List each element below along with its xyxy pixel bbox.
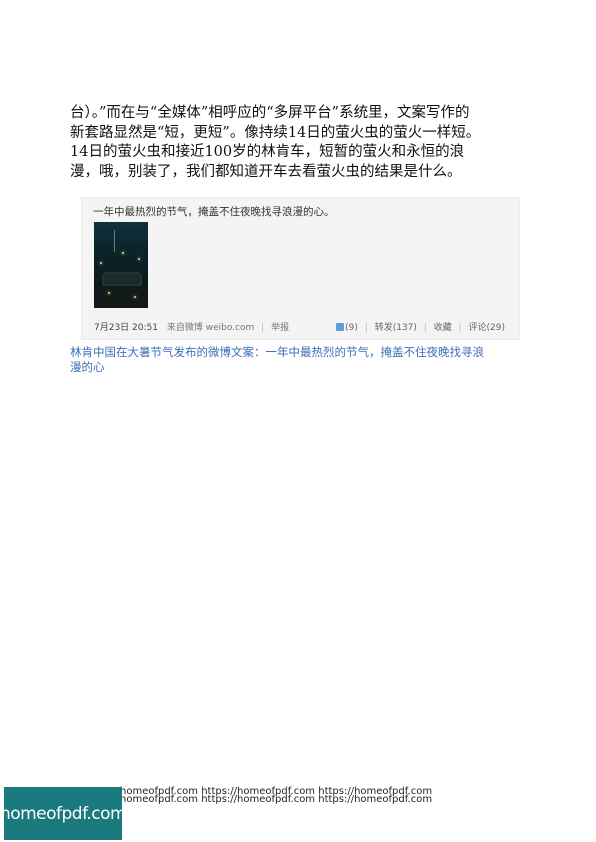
paragraph-line: 新套路显然是“短，更短”。像持续14日的萤火虫的萤火一样短。	[70, 124, 530, 144]
favorite-button[interactable]: 收藏	[434, 323, 452, 333]
post-source[interactable]: 来自微博 weibo.com	[167, 323, 254, 333]
report-link[interactable]: 举报	[271, 323, 289, 333]
paragraph-line: 14日的萤火虫和接近100岁的林肯车，短暂的萤火和永恒的浪	[70, 143, 530, 163]
weibo-post-screenshot: 一年中最热烈的节气，掩盖不住夜晚找寻浪漫的心。 7月23日 20:51 来自微博…	[81, 197, 520, 340]
thumbs-up-icon[interactable]	[336, 323, 344, 331]
article-paragraph: 台）。”而在与“全媒体”相呼应的“多屏平台”系统里，文案写作的 新套路显然是“短…	[70, 104, 530, 182]
footer-watermark-links: homeofpdf.com https://homeofpdf.com http…	[120, 788, 432, 804]
post-time[interactable]: 7月23日 20:51	[94, 323, 158, 333]
weibo-post-actions: (9) | 转发(137) | 收藏 | 评论(29)	[336, 320, 505, 333]
paragraph-line: 漫，哦，别装了，我们都知道开车去看萤火虫的结果是什么。	[70, 163, 530, 183]
repost-button[interactable]: 转发(137)	[375, 323, 417, 333]
weibo-post-text: 一年中最热烈的节气，掩盖不住夜晚找寻浪漫的心。	[93, 204, 335, 219]
caption-line: 林肯中国在大暑节气发布的微博文案：一年中最热烈的节气，掩盖不住夜晚找寻浪	[70, 345, 530, 360]
like-count[interactable]: (9)	[345, 323, 358, 333]
paragraph-line: 台）。”而在与“全媒体”相呼应的“多屏平台”系统里，文案写作的	[70, 104, 530, 124]
caption-line: 漫的心	[70, 360, 530, 375]
weibo-post-image[interactable]	[94, 222, 148, 308]
homeofpdf-logo[interactable]: homeofpdf.com	[4, 787, 122, 840]
footer-link-line[interactable]: homeofpdf.com https://homeofpdf.com http…	[120, 796, 432, 804]
comment-button[interactable]: 评论(29)	[469, 323, 505, 333]
figure-caption: 林肯中国在大暑节气发布的微博文案：一年中最热烈的节气，掩盖不住夜晚找寻浪 漫的心	[70, 345, 530, 375]
logo-text: homeofpdf.com	[0, 804, 126, 824]
weibo-post-meta: 7月23日 20:51 来自微博 weibo.com | 举报	[94, 320, 289, 333]
